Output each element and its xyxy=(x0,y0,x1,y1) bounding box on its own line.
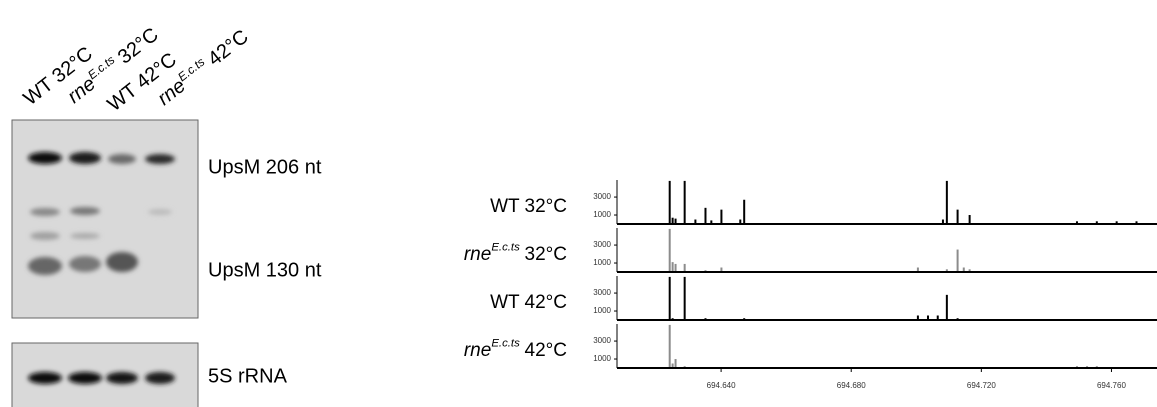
y-tick-label: 1000 xyxy=(593,210,611,219)
y-tick-label: 3000 xyxy=(593,240,611,249)
label: WT 32°C xyxy=(490,196,567,217)
coverage-bar xyxy=(669,325,671,368)
blot-panel xyxy=(12,120,198,318)
coverage-bar xyxy=(946,295,948,320)
track: WT 32°C 1000 3000 xyxy=(490,180,1157,224)
coverage-bar xyxy=(684,277,686,320)
coverage-bar xyxy=(743,200,745,224)
label-italic: rne xyxy=(464,244,491,265)
y-tick-label: 1000 xyxy=(593,258,611,267)
coverage-bar xyxy=(704,208,706,224)
y-tick-label: 1000 xyxy=(593,306,611,315)
coverage-bar xyxy=(969,215,971,224)
x-tick-label: 694.760 xyxy=(1097,381,1126,390)
band-label: UpsM 206 nt xyxy=(208,156,322,178)
y-tick-label: 3000 xyxy=(593,288,611,297)
x-tick-label: 694.720 xyxy=(967,381,996,390)
coverage-bar xyxy=(684,264,686,272)
label: WT 42°C xyxy=(490,292,567,313)
label: rneE.c.ts 42°C xyxy=(464,337,567,361)
label-superscript: E.c.ts xyxy=(175,55,207,85)
coverage-bar xyxy=(946,181,948,224)
page: {"blot": { "lanes": [ {"text": "WT 32°C"… xyxy=(0,0,1157,407)
coverage-bar xyxy=(669,277,671,320)
northern-blot xyxy=(12,120,198,407)
coverage-bar xyxy=(684,181,686,224)
track: rneE.c.ts 32°C 1000 3000 xyxy=(464,228,1157,272)
label-superscript: E.c.ts xyxy=(491,241,520,253)
y-tick-label: 3000 xyxy=(593,336,611,345)
coverage-bar xyxy=(675,359,677,368)
coverage-bar xyxy=(669,181,671,224)
label-text: WT 32°C xyxy=(490,196,567,217)
x-tick-label: 694.640 xyxy=(707,381,736,390)
label-text: 42°C xyxy=(525,340,567,361)
label-italic: rne xyxy=(464,340,491,361)
coverage-bar xyxy=(957,250,959,272)
label-text: 32°C xyxy=(525,244,567,265)
label-text: WT 42°C xyxy=(490,292,567,313)
coverage-bar xyxy=(957,210,959,224)
x-tick-label: 694.680 xyxy=(837,381,866,390)
figure: WT 32°CrneE.c.ts32°CWT 42°CrneE.c.ts42°C… xyxy=(0,0,1157,407)
band-label: UpsM 130 nt xyxy=(208,259,322,281)
coverage-bar xyxy=(669,229,671,272)
y-tick-label: 3000 xyxy=(593,192,611,201)
coverage-bar xyxy=(720,210,722,224)
band-label: 5S rRNA xyxy=(208,365,288,387)
y-tick-label: 1000 xyxy=(593,354,611,363)
coverage-bar xyxy=(675,264,677,272)
track: rneE.c.ts 42°C 1000 3000 694.640 694.680 694.7… xyxy=(464,324,1157,390)
label-superscript: E.c.ts xyxy=(491,337,520,349)
coverage-bar xyxy=(672,262,674,272)
track: WT 42°C 1000 3000 xyxy=(490,276,1157,320)
label: rneE.c.ts 32°C xyxy=(464,241,567,265)
label-text: 42°C xyxy=(204,26,253,71)
